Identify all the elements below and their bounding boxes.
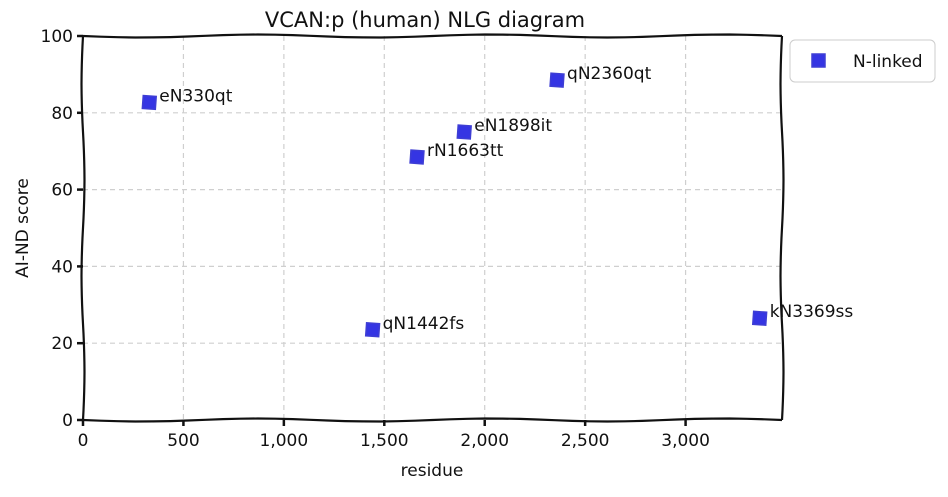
data-point bbox=[549, 72, 565, 88]
x-tick-label: 1,500 bbox=[360, 431, 409, 451]
grid-lines bbox=[83, 36, 782, 420]
frame-left bbox=[80, 35, 86, 421]
legend-frame bbox=[789, 39, 936, 83]
chart-title: VCAN:p (human) NLG diagram bbox=[265, 8, 585, 32]
legend: N-linked bbox=[789, 39, 936, 83]
x-tick-label: 1,000 bbox=[260, 431, 309, 451]
x-tick-label: 2,000 bbox=[460, 431, 509, 451]
x-axis-label: residue bbox=[401, 461, 464, 481]
data-point-label: eN330qt bbox=[159, 86, 232, 106]
data-points: eN330qt qN1442fs rN1663tt eN1898it qN2360qt k… bbox=[141, 64, 854, 338]
legend-label-n-linked: N-linked bbox=[853, 52, 923, 72]
plot-frame bbox=[80, 33, 785, 423]
frame-bottom bbox=[82, 417, 783, 423]
y-tick-label: 100 bbox=[41, 27, 73, 47]
legend-marker-n-linked bbox=[811, 53, 826, 68]
data-point-label: qN2360qt bbox=[567, 64, 652, 84]
y-tick-label: 60 bbox=[51, 181, 73, 201]
data-point bbox=[751, 310, 768, 326]
data-point bbox=[456, 124, 472, 140]
y-tick-label: 0 bbox=[62, 411, 73, 431]
data-point-label: eN1898it bbox=[474, 116, 552, 136]
data-point-label: kN3369ss bbox=[770, 302, 854, 322]
axis-ticks: 0 500 1,000 1,500 2,000 2,500 3,000 0 20 40 60 80 10… bbox=[41, 27, 710, 451]
frame-top bbox=[82, 33, 783, 39]
data-point bbox=[364, 322, 381, 338]
data-point bbox=[409, 149, 425, 165]
y-axis-label: AI-ND score bbox=[13, 178, 33, 278]
x-tick-label: 500 bbox=[167, 431, 199, 451]
data-point bbox=[141, 94, 158, 111]
frame-right bbox=[779, 35, 785, 421]
y-tick-label: 20 bbox=[51, 334, 73, 354]
x-tick-label: 0 bbox=[78, 431, 89, 451]
x-tick-label: 3,000 bbox=[661, 431, 710, 451]
y-tick-label: 40 bbox=[51, 257, 73, 277]
x-tick-label: 2,500 bbox=[561, 431, 610, 451]
data-point-label: qN1442fs bbox=[383, 314, 465, 334]
data-point-label: rN1663tt bbox=[427, 141, 504, 161]
y-tick-label: 80 bbox=[51, 104, 73, 124]
